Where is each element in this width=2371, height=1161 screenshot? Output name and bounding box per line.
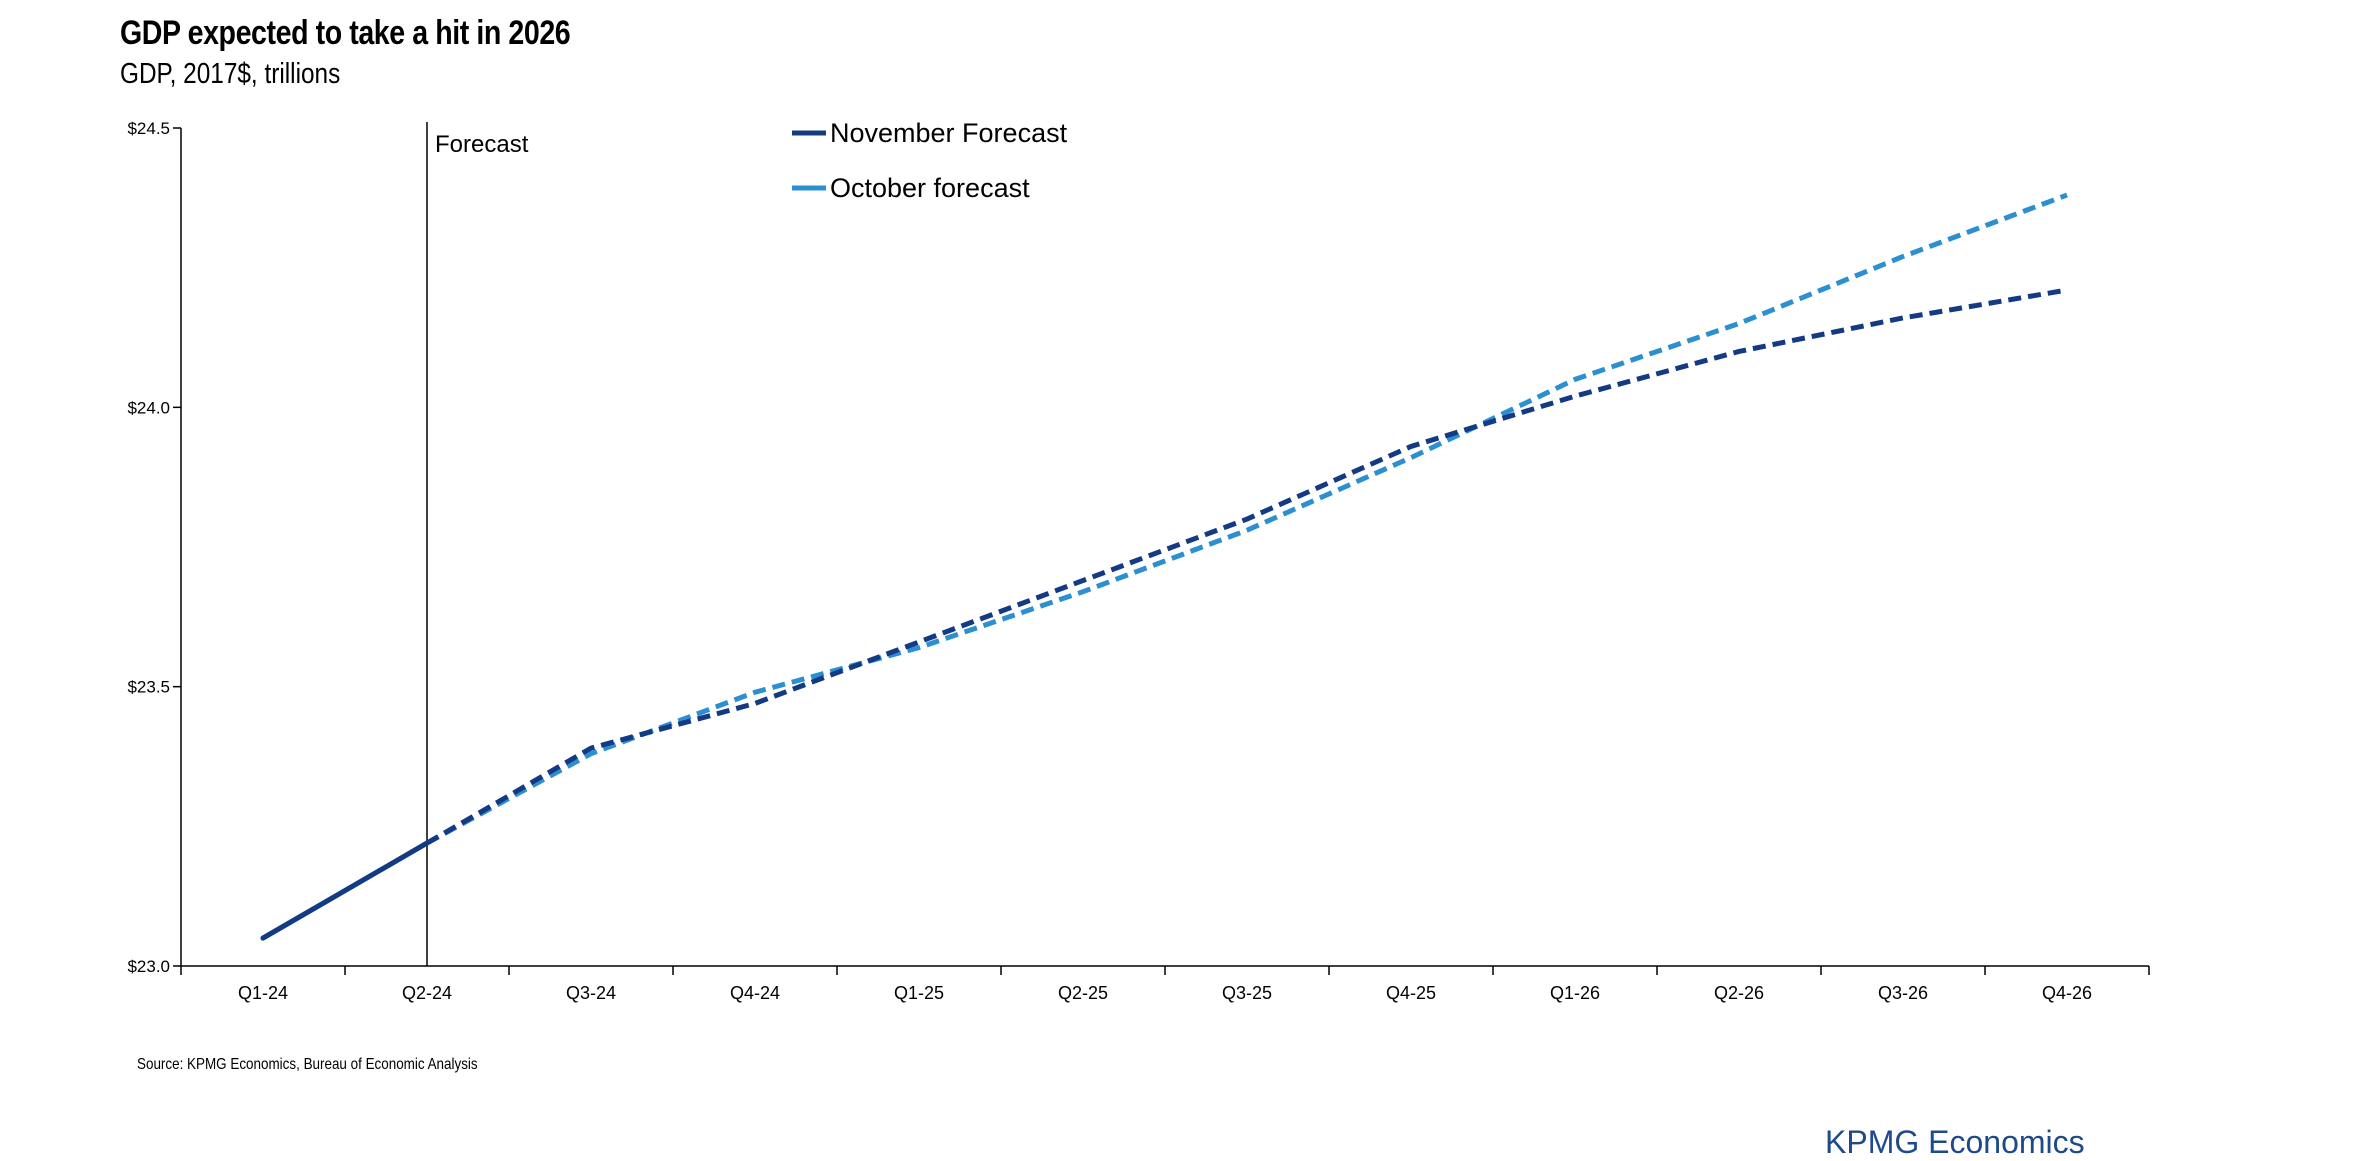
x-tick-label: Q2-25 xyxy=(1058,983,1108,1003)
axes: $23.0 $23.5 $24.0 $24.5 Q1-24 Q2-24 Q3-24 Q4-24… xyxy=(127,119,2150,1003)
series-lines xyxy=(260,192,2068,941)
x-tick-label: Q1-24 xyxy=(238,983,288,1003)
legend-label: October forecast xyxy=(830,173,1030,203)
y-tick-label: $24.5 xyxy=(127,119,170,138)
series-line-october-forecast-forecast xyxy=(425,192,2068,846)
x-tick-label: Q3-24 xyxy=(566,983,616,1003)
x-tick-label: Q1-26 xyxy=(1550,983,1600,1003)
forecast-marker: Forecast xyxy=(426,122,529,966)
legend-label: November Forecast xyxy=(830,118,1068,148)
source-note: Source: KPMG Economics, Bureau of Econom… xyxy=(137,1056,478,1073)
forecast-label: Forecast xyxy=(435,131,529,158)
y-tick-label: $23.5 xyxy=(127,678,170,697)
x-tick-label: Q1-25 xyxy=(894,983,944,1003)
series-line-november-forecast-forecast xyxy=(425,287,2068,846)
brand-label: KPMG Economics xyxy=(1825,1124,2085,1160)
series-line-november-forecast-actual xyxy=(260,840,430,941)
x-tick-label: Q4-24 xyxy=(730,983,780,1003)
legend: November Forecast October forecast xyxy=(792,118,1068,203)
x-tick-label: Q3-25 xyxy=(1222,983,1272,1003)
x-tick-label: Q4-26 xyxy=(2042,983,2092,1003)
x-tick-label: Q4-25 xyxy=(1386,983,1436,1003)
y-tick-label: $24.0 xyxy=(127,398,170,417)
chart-title: GDP expected to take a hit in 2026 xyxy=(120,14,571,52)
y-tick-label: $23.0 xyxy=(127,957,170,976)
chart-subtitle: GDP, 2017$, trillions xyxy=(120,58,341,90)
x-tick-label: Q2-24 xyxy=(402,983,452,1003)
x-tick-label: Q3-26 xyxy=(1878,983,1928,1003)
x-tick-label: Q2-26 xyxy=(1714,983,1764,1003)
